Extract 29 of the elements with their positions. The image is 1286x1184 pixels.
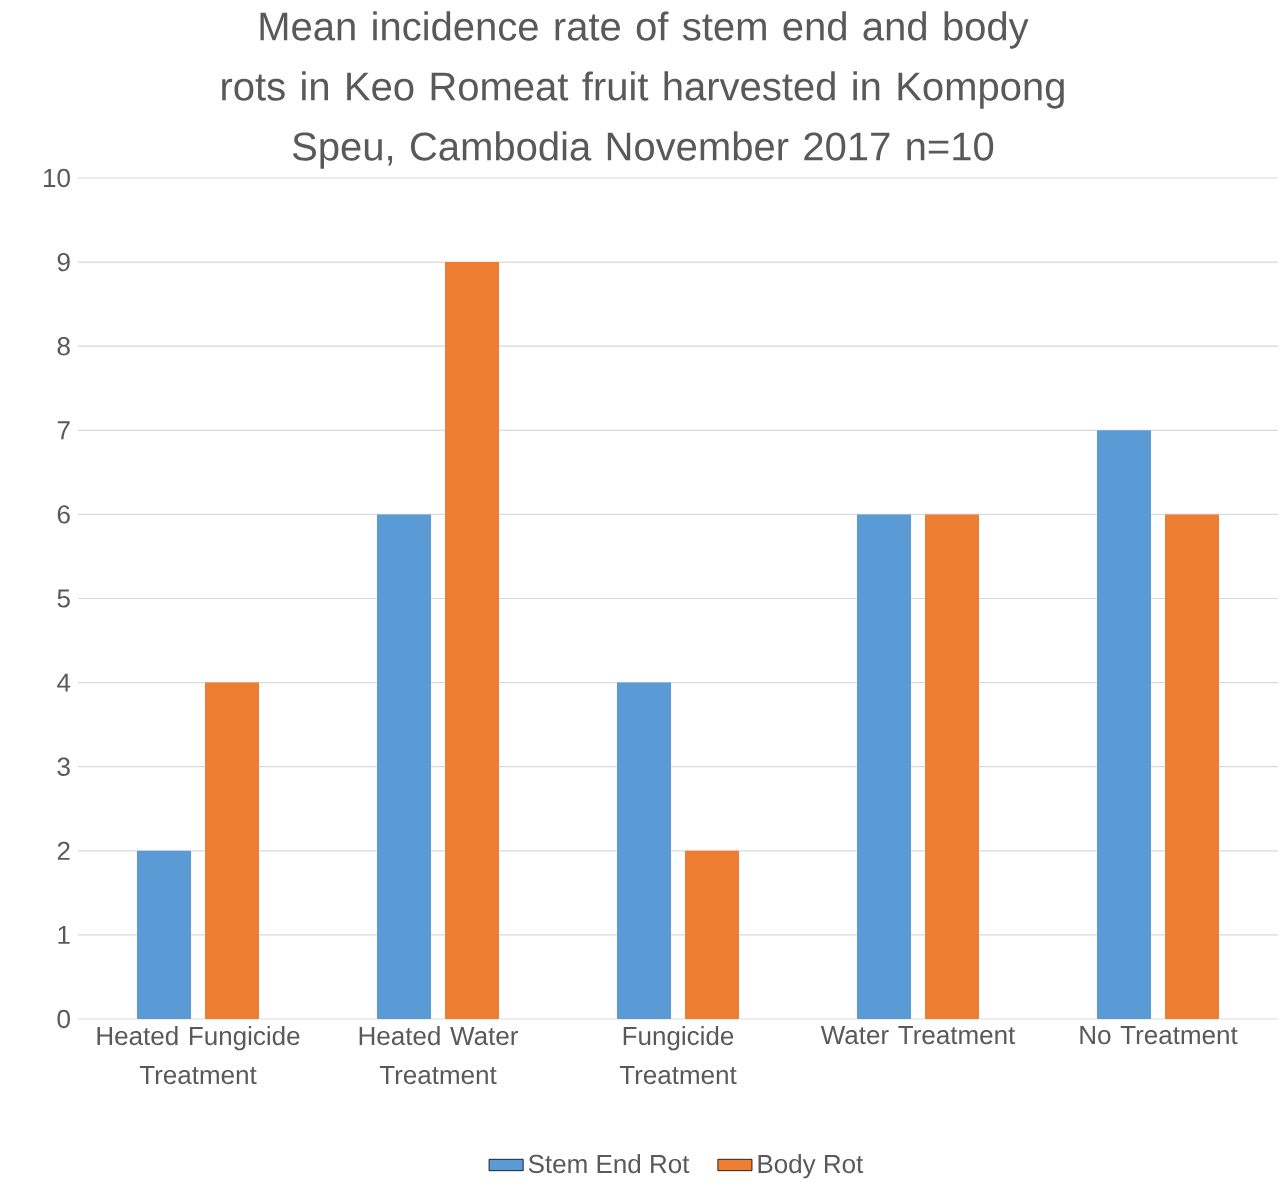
bar: [857, 514, 911, 1020]
y-tick-label: 3: [57, 757, 70, 776]
legend-label: Body Rot: [758, 1154, 864, 1179]
x-tick-label: Fungicide Treatment: [619, 1026, 737, 1085]
bar: [137, 850, 192, 1020]
chart-title: Mean incidence rate of stem end and body rots in Keo Romeat fruit harvested in Kompong Speu, Cambodia November 2017 n=10: [222, 11, 1064, 169]
x-tick-label: Heated Water Treatment: [359, 1026, 519, 1085]
bar: [685, 850, 739, 1020]
bar: [1165, 514, 1219, 1020]
y-tick-label: 9: [57, 252, 70, 272]
y-tick-label: 8: [57, 337, 70, 356]
y-tick-label: 1: [58, 926, 70, 944]
x-tick-label: Heated Fungicide Treatment: [97, 1026, 300, 1085]
legend-label: Stem End Rot: [528, 1154, 690, 1174]
y-tick-label: 5: [57, 589, 70, 608]
y-tick-label: 6: [57, 505, 70, 524]
y-tick-label: 2: [57, 841, 70, 860]
y-tick-label: 0: [57, 1009, 70, 1029]
bar: [377, 514, 431, 1020]
bar: [1097, 430, 1151, 1020]
x-tick-label: No Treatment: [1080, 1026, 1238, 1045]
x-tick-label: Water Treatment: [820, 1026, 1016, 1045]
bar: [205, 682, 259, 1020]
y-tick-label: 4: [57, 673, 71, 692]
bar: [925, 514, 979, 1020]
bar: [445, 262, 499, 1020]
y-tick-label: 7: [57, 421, 70, 440]
bar: [617, 682, 671, 1020]
y-tick-label: 10: [44, 168, 70, 188]
